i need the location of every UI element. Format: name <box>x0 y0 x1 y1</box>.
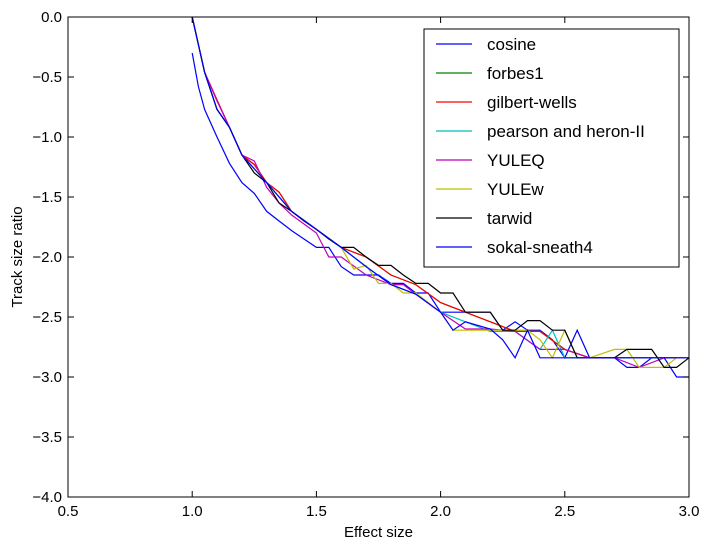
x-tick-label: 2.0 <box>430 503 451 520</box>
y-tick-label: −2.0 <box>32 249 62 266</box>
legend-label: YULEQ <box>487 151 545 170</box>
y-tick-label: 0.0 <box>41 9 62 26</box>
legend-label: pearson and heron-II <box>487 122 645 141</box>
legend-label: cosine <box>487 35 536 54</box>
legend-label: gilbert-wells <box>487 93 577 112</box>
y-tick-label: −4.0 <box>32 489 62 506</box>
y-tick-label: −1.0 <box>32 129 62 146</box>
legend-label: forbes1 <box>487 64 544 83</box>
legend-label: YULEw <box>487 180 544 199</box>
legend-label: sokal-sneath4 <box>487 238 593 257</box>
series-line-sokal-sneath4 <box>191 17 689 360</box>
y-tick-label: −3.5 <box>32 429 62 446</box>
x-tick-label: 2.5 <box>554 503 575 520</box>
y-tick-label: −0.5 <box>32 69 62 86</box>
legend-box <box>423 28 680 268</box>
y-axis-label: Track size ratio <box>9 206 26 307</box>
x-tick-label: 1.5 <box>306 503 327 520</box>
tick-labels-layer: 0.5 1.0 1.5 2.0 2.5 3.0 0.0 −0.5 −1.0 −1.5 −2.0 −2.… <box>32 9 699 520</box>
y-tick-label: −3.0 <box>32 369 62 386</box>
x-tick-label: 1.0 <box>182 503 203 520</box>
legend: cosine forbes1 gilbert-wells pearson and he… <box>423 28 680 268</box>
x-axis-label: Effect size <box>344 524 413 541</box>
x-tick-label: 0.5 <box>58 503 79 520</box>
legend-label: tarwid <box>487 209 532 228</box>
y-tick-label: −1.5 <box>32 189 62 206</box>
ticks-layer <box>67 16 690 498</box>
series-layer <box>191 17 689 378</box>
y-tick-label: −2.5 <box>32 309 62 326</box>
x-tick-label: 3.0 <box>679 503 700 520</box>
